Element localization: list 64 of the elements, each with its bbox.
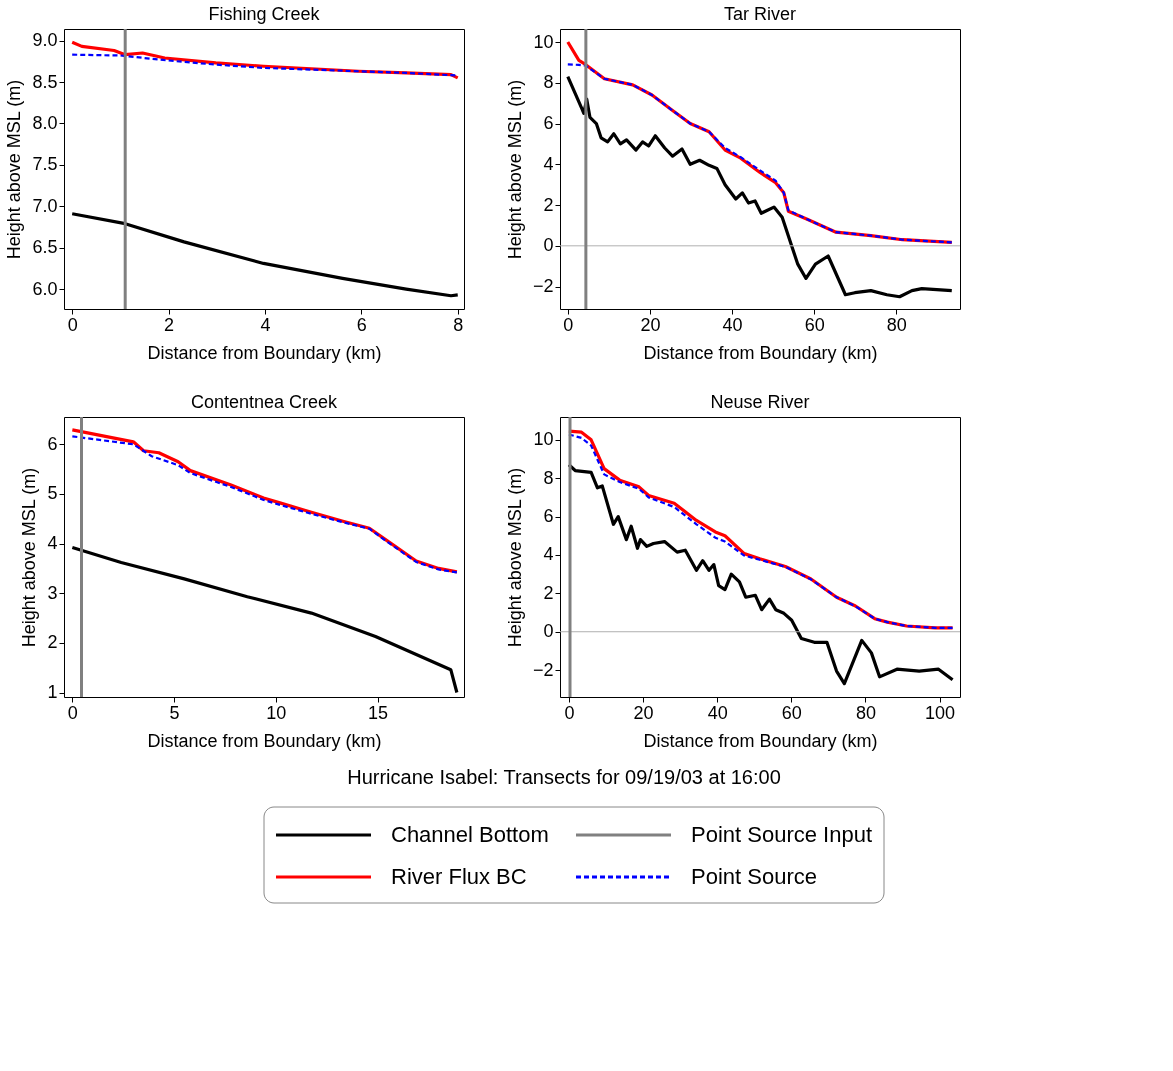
y-tick-label: 1 [47,682,58,703]
x-tick-label: 4 [260,314,271,335]
x-axis-title: Distance from Boundary (km) [643,342,878,363]
y-tick-label: 8.5 [32,71,58,92]
y-tick-label: 10 [533,429,554,450]
chart-title: Tar River [723,3,797,24]
y-tick-label: 4 [47,533,58,554]
y-tick-label: 4 [543,153,554,174]
x-tick-label: 15 [368,702,389,723]
y-axis-title: Height above MSL (m) [4,79,25,260]
legend-label: Point Source [691,864,817,889]
chart-title: Contentnea Creek [190,391,339,412]
x-tick-label: 6 [356,314,367,335]
y-tick-label: 7.0 [32,195,58,216]
x-tick-label: 60 [781,702,802,723]
y-tick-label: 8 [543,72,554,93]
text: Hurricane Isabel: Transects for 09/19/03 at 16:00 [347,766,781,788]
y-tick-label: 7.5 [32,154,58,175]
y-tick-label: 2 [47,632,58,653]
y-axis-title: Height above MSL (m) [19,467,40,648]
y-tick-label: 5 [47,483,58,504]
y-tick-label: 0 [543,235,554,256]
y-tick-label: 8 [543,467,554,488]
y-tick-label: 4 [543,544,554,565]
legend-label: River Flux BC [391,864,527,889]
y-axis-title: Height above MSL (m) [504,467,525,648]
x-tick-label: 0 [563,314,574,335]
x-axis-title: Distance from Boundary (km) [147,730,382,751]
x-tick-label: 80 [886,314,907,335]
x-tick-label: 10 [266,702,287,723]
x-tick-label: 60 [804,314,825,335]
x-tick-label: 20 [633,702,654,723]
y-tick-label: 6.0 [32,278,58,299]
y-tick-label: 2 [543,582,554,603]
y-tick-label: 6 [47,433,58,454]
legend-label: Point Source Input [691,822,873,847]
y-tick-label: 6 [543,506,554,527]
legend-label: Channel Bottom [391,822,549,847]
x-axis-title: Distance from Boundary (km) [147,342,382,363]
chart-title: Fishing Creek [208,3,321,24]
x-tick-label: 2 [164,314,175,335]
x-tick-label: 0 [67,702,78,723]
x-tick-label: 80 [855,702,876,723]
x-tick-label: 0 [67,314,78,335]
x-tick-label: 40 [707,702,728,723]
x-tick-label: 0 [564,702,575,723]
x-tick-label: 8 [453,314,464,335]
x-axis-title: Distance from Boundary (km) [643,730,878,751]
y-tick-label: 0 [543,621,554,642]
y-axis-title: Height above MSL (m) [504,79,525,260]
y-tick-label: 10 [533,31,554,52]
y-tick-label: 2 [543,194,554,215]
y-tick-label: −2 [532,276,554,297]
y-tick-label: 8.0 [32,112,58,133]
x-tick-label: 5 [169,702,180,723]
x-tick-label: 100 [925,702,956,723]
chart-title: Neuse River [710,391,810,412]
y-tick-label: 6.5 [32,237,58,258]
y-tick-label: −2 [532,659,554,680]
x-tick-label: 20 [640,314,661,335]
y-tick-label: 6 [543,113,554,134]
x-tick-label: 40 [722,314,743,335]
y-tick-label: 9.0 [32,30,58,51]
y-tick-label: 3 [47,582,58,603]
